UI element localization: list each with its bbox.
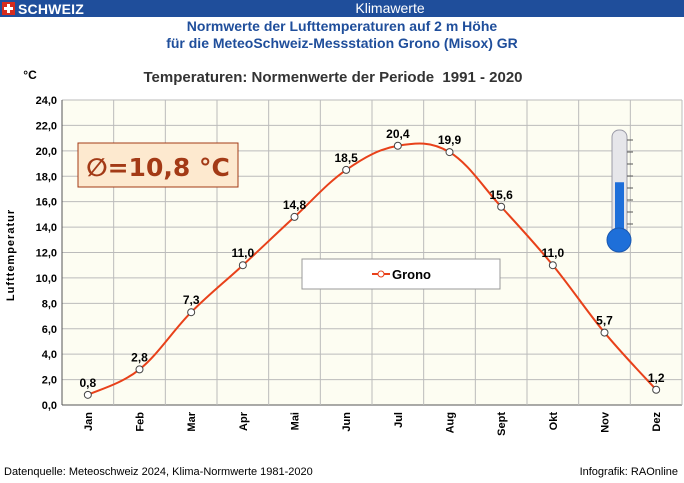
mean-badge: ∅=10,8 °C <box>77 142 239 188</box>
chart-title: Temperaturen: Normenwerte der Periode 19… <box>143 69 522 86</box>
x-tick-label: Dez <box>651 412 663 432</box>
y-axis-title: Lufttemperatur <box>5 209 17 301</box>
x-tick-label: Jun <box>341 412 353 432</box>
y-tick-label: 20,0 <box>36 146 57 158</box>
swiss-flag-icon <box>2 2 15 15</box>
legend-label-grono: Grono <box>392 267 431 282</box>
y-tick-label: 18,0 <box>36 171 57 183</box>
footer-credit: Infografik: RAOnline <box>579 466 678 478</box>
x-tick-label: Okt <box>548 412 560 431</box>
data-label: 5,7 <box>596 314 613 328</box>
brand-label: SCHWEIZ <box>18 0 84 17</box>
x-tick-label: Aug <box>445 412 457 433</box>
data-label: 1,2 <box>648 371 665 385</box>
x-tick-label: Mar <box>186 411 198 431</box>
header-bar-title: Klimawerte <box>355 0 425 16</box>
data-labels: 0,8 2,8 7,3 11,0 14,8 18,5 20,4 19,9 15,6 11,0 5,7… <box>79 127 664 390</box>
brand: SCHWEIZ <box>0 0 96 17</box>
data-label: 7,3 <box>183 293 200 307</box>
x-tick-label: Feb <box>135 412 147 432</box>
y-tick-label: 22,0 <box>36 120 57 132</box>
data-point <box>548 261 557 270</box>
x-tick-label: Jan <box>83 412 95 431</box>
data-point <box>290 212 299 221</box>
x-tick-label: Sept <box>496 412 508 436</box>
data-point <box>238 261 247 270</box>
data-point <box>187 308 196 317</box>
data-point <box>393 141 402 150</box>
data-point <box>445 148 454 157</box>
y-tick-label: 12,0 <box>36 248 57 260</box>
y-tick-label: 2,0 <box>42 375 57 387</box>
data-label: 19,9 <box>438 133 462 147</box>
legend-marker <box>377 270 385 278</box>
data-point <box>342 165 351 174</box>
data-label: 0,8 <box>79 376 96 390</box>
data-label: 14,8 <box>283 198 307 212</box>
y-tick-label: 8,0 <box>42 298 57 310</box>
data-point <box>652 385 661 394</box>
header-bar: SCHWEIZ Klimawerte <box>0 0 684 17</box>
y-tick-label: 14,0 <box>36 222 57 234</box>
data-point <box>135 365 144 374</box>
legend: Grono <box>301 258 501 290</box>
y-tick-label: 0,0 <box>42 400 57 412</box>
title-line-1: Normwerte der Lufttemperaturen auf 2 m H… <box>186 18 498 34</box>
data-label: 18,5 <box>334 151 358 165</box>
y-tick-label: 4,0 <box>42 349 57 361</box>
y-tick-label: 24,0 <box>36 95 57 107</box>
data-point <box>497 202 506 211</box>
thermometer-icon <box>606 129 633 253</box>
data-point <box>83 390 92 399</box>
x-tick-label: Mai <box>290 412 302 430</box>
x-tick-label: Apr <box>238 411 250 431</box>
unit-label: °C <box>23 68 37 82</box>
y-tick-label: 16,0 <box>36 197 57 209</box>
data-label: 15,6 <box>489 188 513 202</box>
mean-badge-box <box>77 142 239 188</box>
data-label: 20,4 <box>386 127 410 141</box>
footer-source: Datenquelle: Meteoschweiz 2024, Klima-No… <box>4 466 313 478</box>
mean-badge-text: ∅=10,8 °C <box>86 153 230 182</box>
x-tick-label: Jul <box>393 412 405 428</box>
x-tick-label: Nov <box>600 411 612 433</box>
data-points <box>83 141 661 399</box>
y-tick-label: 10,0 <box>36 273 57 285</box>
y-axis-ticks: 0,0 2,0 4,0 6,0 8,0 10,0 12,0 14,0 16,0 18,0 20,0 2… <box>36 95 57 412</box>
title-line-2: für die MeteoSchweiz-Messstation Grono (… <box>166 35 518 51</box>
y-tick-label: 6,0 <box>42 324 57 336</box>
data-label: 2,8 <box>131 350 148 364</box>
legend-box <box>301 258 501 290</box>
data-label: 11,0 <box>541 246 564 260</box>
data-label: 11,0 <box>231 246 254 260</box>
data-point <box>600 328 609 337</box>
x-axis-ticks: Jan Feb Mar Apr Mai Jun Jul Aug Sept Okt Nov Dez <box>83 411 663 436</box>
